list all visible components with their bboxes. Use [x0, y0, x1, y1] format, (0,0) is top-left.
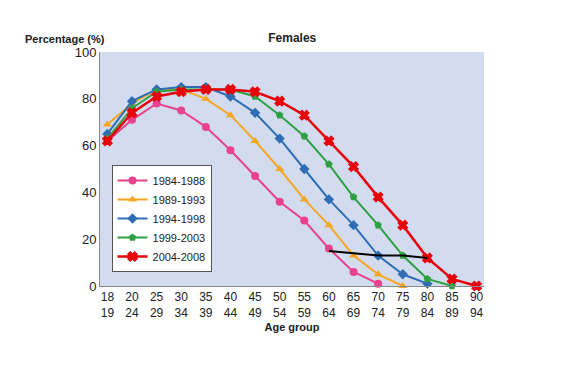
svg-text:6569: 6569	[347, 290, 361, 320]
svg-text:20: 20	[82, 232, 96, 247]
svg-text:0: 0	[89, 279, 96, 294]
svg-text:4044: 4044	[224, 290, 238, 320]
svg-text:1994-1998: 1994-1998	[153, 213, 206, 225]
svg-text:1999-2003: 1999-2003	[153, 232, 206, 244]
svg-text:4549: 4549	[248, 290, 262, 320]
svg-text:3034: 3034	[175, 290, 189, 320]
svg-text:Females: Females	[268, 31, 316, 45]
svg-text:2024: 2024	[125, 290, 139, 320]
svg-text:2004-2008: 2004-2008	[153, 251, 206, 263]
svg-text:8084: 8084	[421, 290, 435, 320]
svg-text:7074: 7074	[371, 290, 385, 320]
svg-text:1989-1993: 1989-1993	[153, 194, 206, 206]
svg-text:60: 60	[82, 138, 96, 153]
svg-text:40: 40	[82, 185, 96, 200]
svg-text:Percentage (%): Percentage (%)	[25, 33, 105, 45]
svg-text:7579: 7579	[396, 290, 410, 320]
svg-text:80: 80	[82, 91, 96, 106]
svg-text:1984-1988: 1984-1988	[153, 175, 206, 187]
svg-text:5559: 5559	[298, 290, 312, 320]
svg-text:2529: 2529	[150, 290, 164, 320]
svg-text:100: 100	[75, 45, 97, 60]
svg-text:8589: 8589	[445, 290, 459, 320]
svg-text:1819: 1819	[101, 290, 115, 320]
svg-text:6064: 6064	[322, 290, 336, 320]
svg-text:Age group: Age group	[265, 321, 320, 333]
svg-text:3539: 3539	[199, 290, 213, 320]
svg-text:9094: 9094	[470, 290, 484, 320]
svg-text:5054: 5054	[273, 290, 287, 320]
